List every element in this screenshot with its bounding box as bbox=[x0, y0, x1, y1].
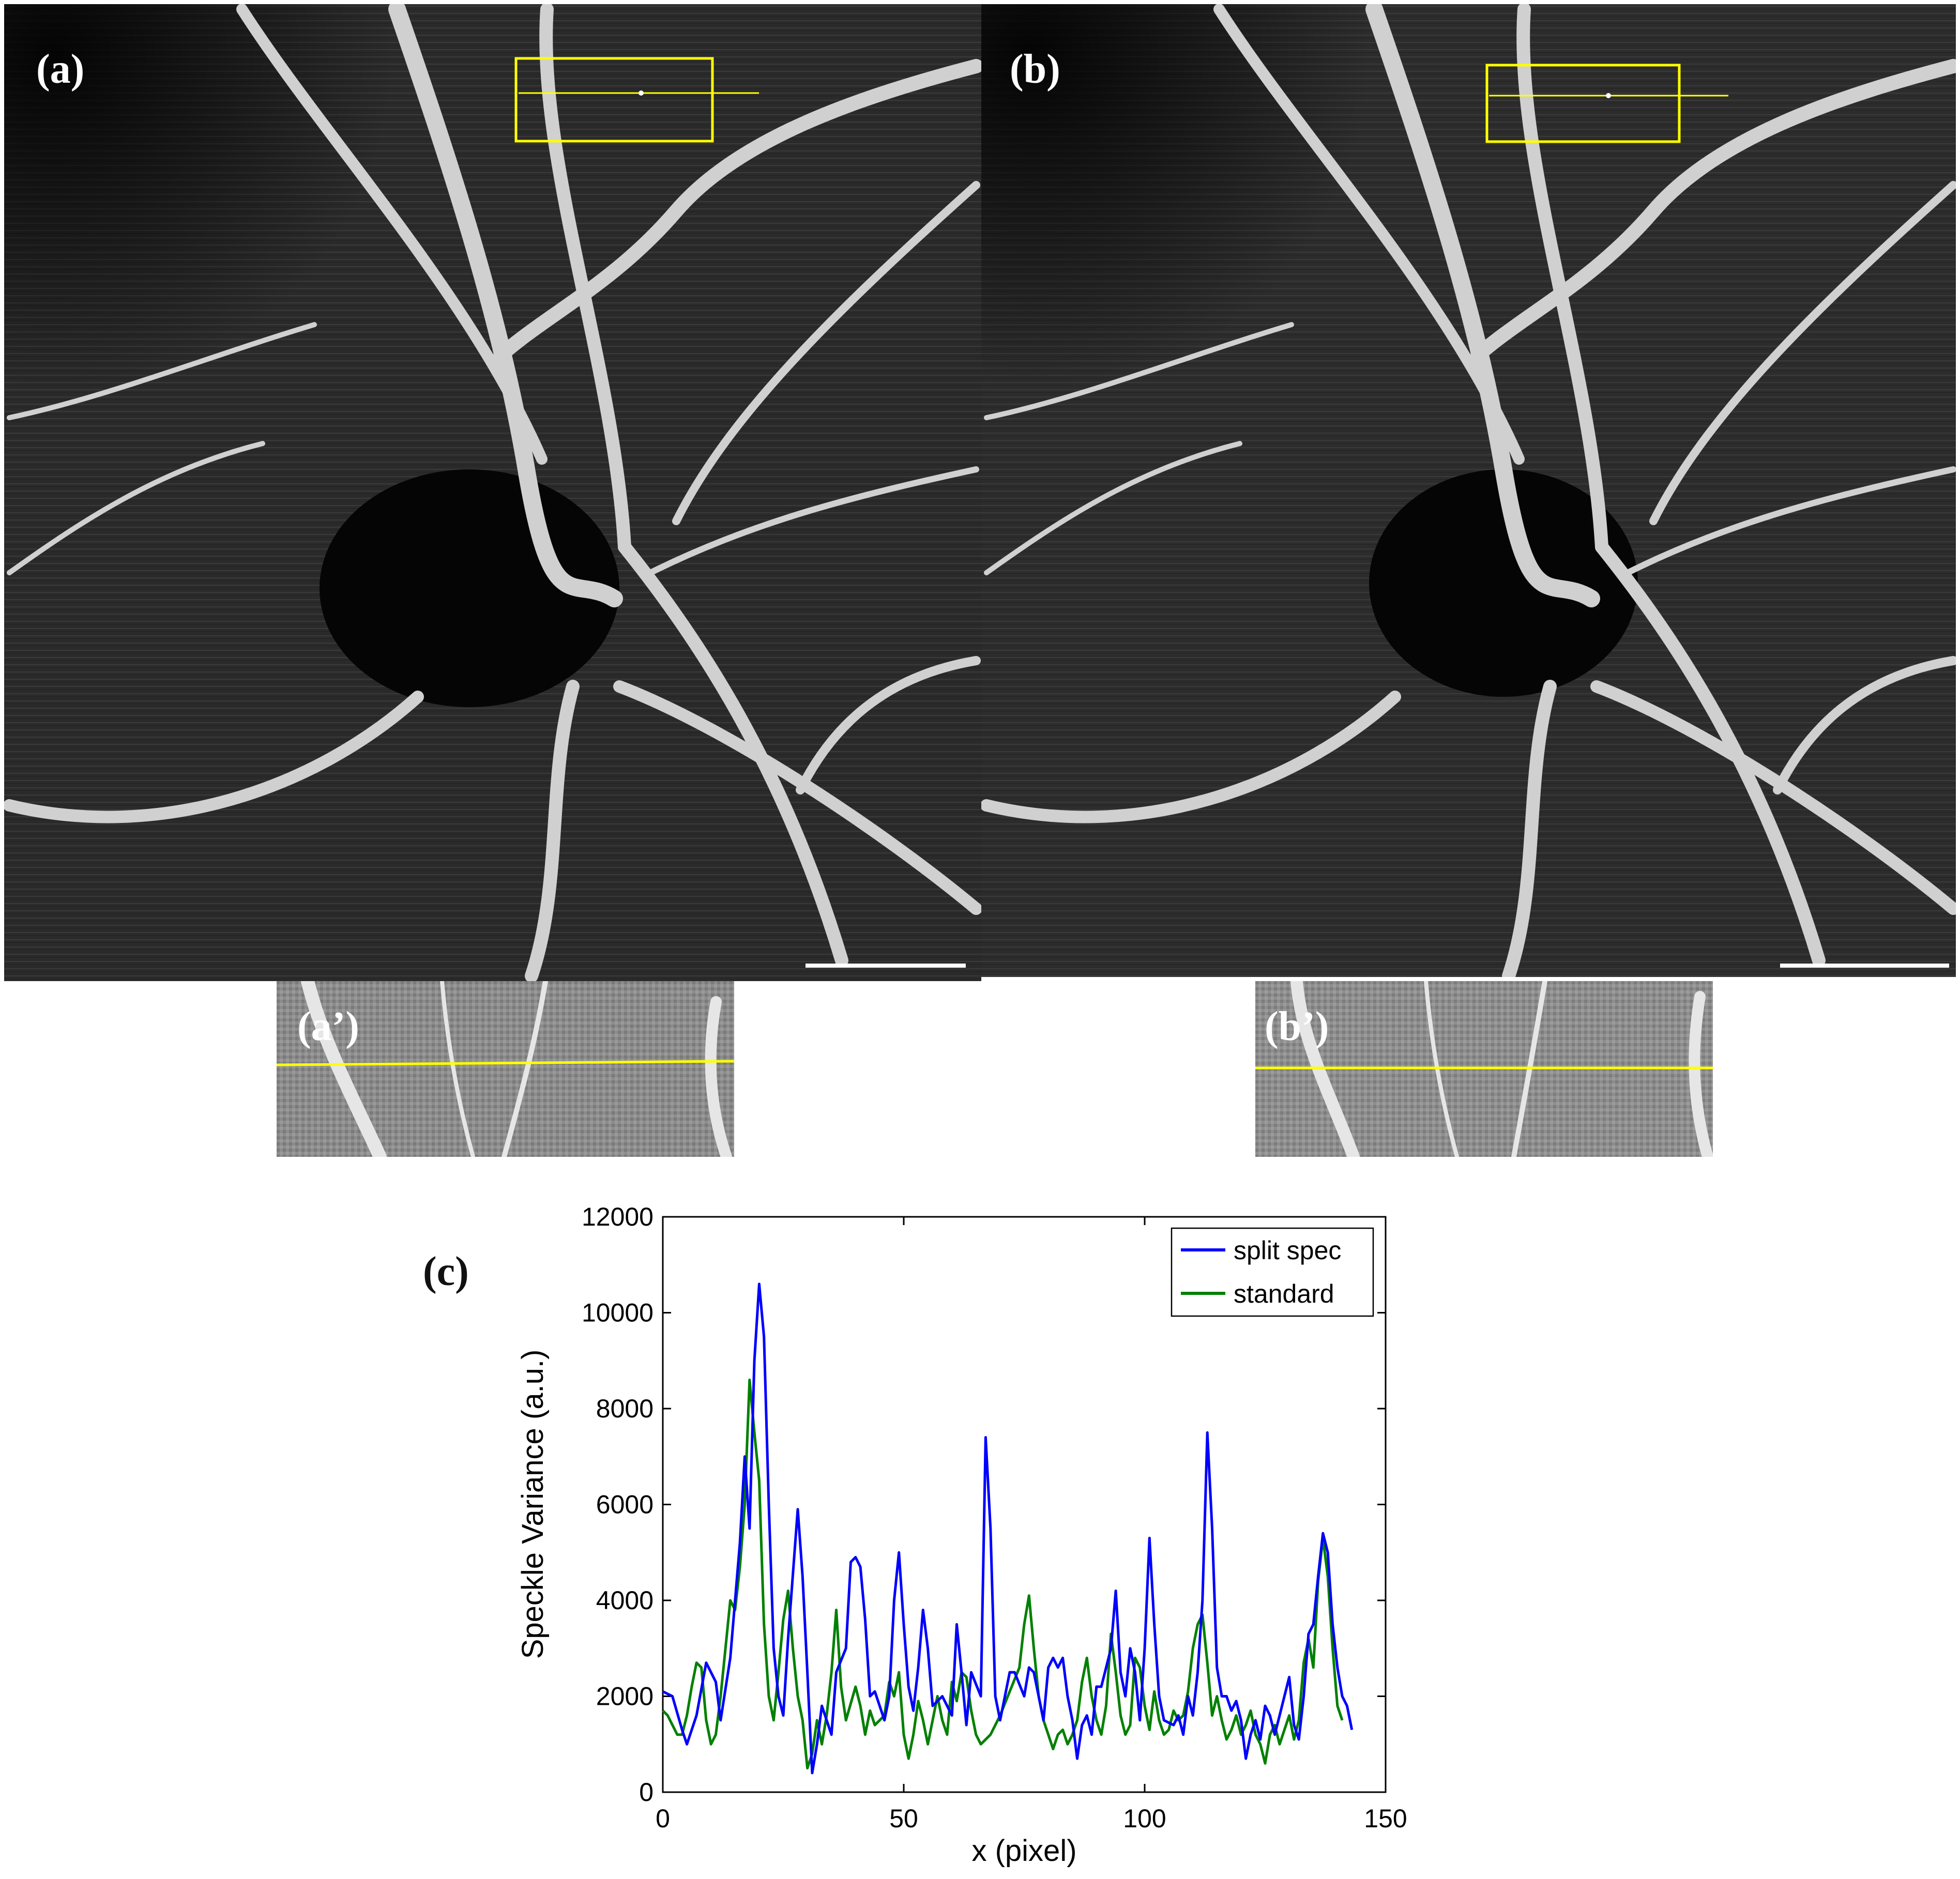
y-tick-label: 10000 bbox=[582, 1299, 654, 1327]
roi-box-b bbox=[1485, 64, 1681, 143]
roi-box-a bbox=[514, 57, 714, 143]
profile-midpoint-a bbox=[639, 90, 644, 96]
inset-image-a-prime bbox=[277, 981, 734, 1157]
series-layer bbox=[662, 1282, 1354, 1775]
x-tick-label: 150 bbox=[1364, 1804, 1407, 1833]
angiogram-image-b bbox=[981, 4, 1956, 977]
y-tick-label: 6000 bbox=[596, 1490, 654, 1519]
y-tick-label: 12000 bbox=[582, 1202, 654, 1231]
x-axis-label: x (pixel) bbox=[971, 1834, 1076, 1868]
panel-label-a: (a) bbox=[36, 47, 85, 92]
speckle-variance-chart: 0 2000 4000 6000 8000 10000 12000 0 50 100 150 x … bbox=[516, 1202, 1407, 1868]
y-tick-label: 0 bbox=[639, 1778, 654, 1807]
y-tick-label: 8000 bbox=[596, 1394, 654, 1423]
inset-image-b-prime bbox=[1255, 981, 1713, 1157]
series-line-split-spec bbox=[662, 1282, 1354, 1775]
x-tick-label: 50 bbox=[889, 1804, 918, 1833]
chart-legend: split spec standard bbox=[1171, 1227, 1374, 1317]
inset-label-b-prime: (b’) bbox=[1265, 1004, 1329, 1049]
y-tick-label: 2000 bbox=[596, 1682, 654, 1711]
inset-label-a-prime: (a’) bbox=[297, 1004, 359, 1049]
panel-label-c: (c) bbox=[423, 1249, 469, 1294]
y-axis-ticks: 0 2000 4000 6000 8000 10000 12000 bbox=[582, 1202, 1386, 1807]
y-axis-label: Speckle Variance (a.u.) bbox=[516, 1350, 550, 1659]
profile-midpoint-b bbox=[1606, 93, 1611, 98]
legend-label-split-spec: split spec bbox=[1234, 1236, 1341, 1265]
series-line-standard bbox=[662, 1378, 1344, 1770]
inset-panel-b-prime: (b’) bbox=[1255, 981, 1713, 1157]
legend-box bbox=[1171, 1227, 1374, 1317]
inset-profile-line-a bbox=[277, 1060, 734, 1066]
y-tick-label: 4000 bbox=[596, 1586, 654, 1615]
inset-panel-a-prime: (a’) bbox=[277, 981, 734, 1157]
angiogram-image-a bbox=[4, 4, 981, 981]
x-tick-label: 0 bbox=[656, 1804, 670, 1833]
x-axis-ticks: 0 50 100 150 bbox=[656, 1217, 1407, 1833]
angiogram-panel-a: (a) bbox=[4, 4, 981, 981]
panel-label-b: (b) bbox=[1010, 47, 1060, 92]
optic-disc-b bbox=[1369, 469, 1638, 697]
angiogram-panel-b: (b) bbox=[981, 4, 1956, 977]
legend-label-standard: standard bbox=[1234, 1279, 1334, 1308]
x-tick-label: 100 bbox=[1123, 1804, 1166, 1833]
